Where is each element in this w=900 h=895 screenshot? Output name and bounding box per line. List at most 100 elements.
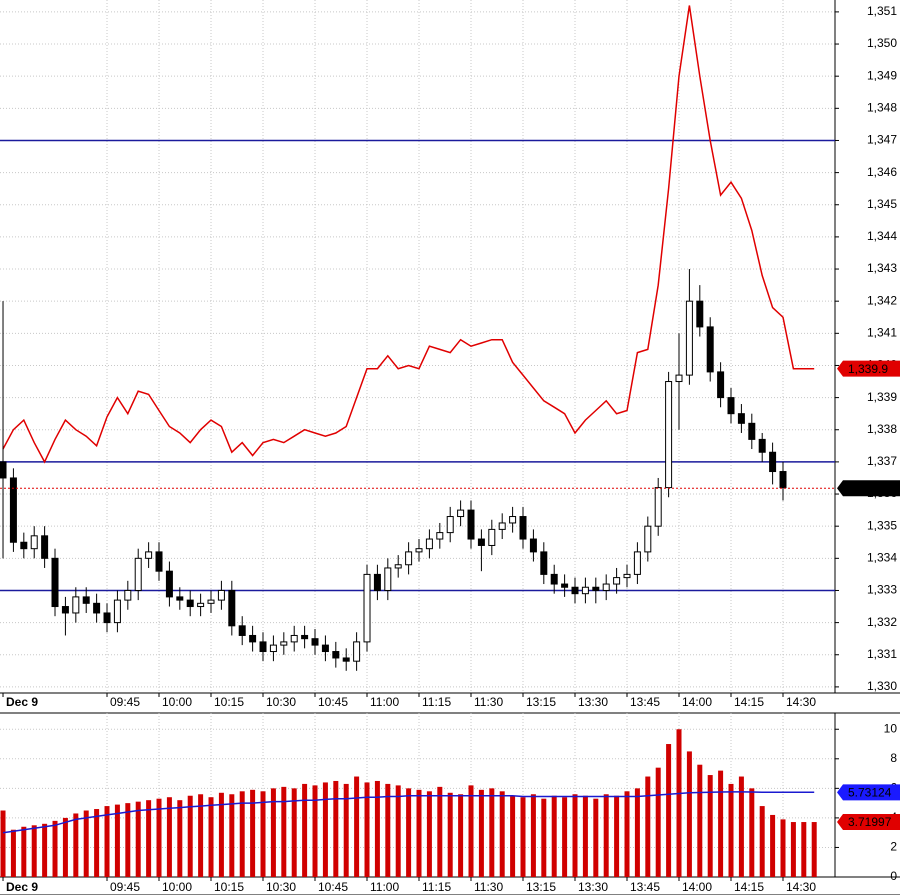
volume-bar [270,788,276,877]
volume-bar [676,729,682,877]
x-tick-label: 10:30 [266,695,296,709]
x-tick-label: 10:15 [214,695,244,709]
candle-body [228,589,236,627]
x-tick-label: 09:45 [110,695,140,709]
candle-body [82,596,90,604]
x-tick-label: 11:15 [422,880,451,894]
volume-bar [312,785,318,877]
volume-bar [31,825,37,877]
volume-bar [333,780,339,877]
candle-body [581,586,589,595]
x-tick-label: 13:45 [630,880,660,894]
volume-bar [156,798,162,877]
candle-body [186,599,194,608]
volume-bar [260,791,266,877]
candle-body [301,634,309,640]
volume-bar [250,789,256,877]
y-tick-label: 1,333 [867,583,897,597]
y-tick-label: 1,348 [867,100,897,114]
candle-body [165,570,173,598]
x-tick-label: 11:30 [474,695,503,709]
candle-body [405,551,413,566]
candle-body [373,573,381,591]
candle-body [779,471,787,489]
candle-body [654,487,662,527]
volume-bar [104,806,110,877]
volume-bar [582,795,588,877]
candle-body [758,438,766,453]
y-tick-label: 1,350 [867,36,897,50]
candle-body [51,557,59,608]
y-tick-label: 1,338 [867,422,897,436]
x-tick-label: Dec 9 [6,695,38,709]
volume-bar [21,826,27,877]
candle-body [717,371,725,399]
x-tick-label: 13:15 [526,695,556,709]
y-tick-label: 1,349 [867,68,897,82]
volume-bar [530,794,536,877]
volume-bar [395,785,401,877]
volume-bar [790,822,796,877]
volume-bar [322,782,328,877]
candle-body [124,589,132,601]
y-tick-label: 1,344 [867,229,897,243]
x-tick-label: 10:45 [318,880,348,894]
candle-body [353,641,361,662]
volume-bar [801,822,807,877]
last-value-label: 1,336.18 [848,481,895,495]
volume-bar [666,744,672,877]
volume-bar [83,810,89,877]
volume-bar [10,829,16,877]
volume-bar [0,810,6,877]
volume-bar [281,786,287,877]
candle-body [509,516,517,524]
candle-body [706,326,714,373]
candle-body [30,535,38,550]
candle-body [249,634,257,643]
volume-bar [291,788,297,877]
volume-bar [146,800,152,877]
last-value-tag [837,360,900,377]
candle-body [488,528,496,546]
candle-body [238,625,246,636]
y-tick-label: 1,345 [867,197,897,211]
y-tick-label: 1,339 [867,390,897,404]
candle-body [103,612,111,624]
candle-body [685,300,693,376]
x-tick-label: 14:15 [734,880,764,894]
y-tick-label: 1,332 [867,615,897,629]
y-tick-label: 1,334 [867,550,897,564]
volume-bar [738,776,744,877]
volume-bar [645,776,651,877]
candle-body [436,532,444,540]
x-tick-label: 11:30 [474,880,503,894]
volume-bar [364,782,370,877]
volume-bar [208,797,214,877]
candle-body [633,551,641,575]
candle-body [321,644,329,653]
volume-bar [426,791,432,877]
candle-body [665,381,673,489]
candle-body [93,602,101,614]
last-value-label: 1,339.9 [848,362,888,376]
y-tick-label: 1,343 [867,261,897,275]
volume-bar [374,780,380,877]
volume-bar [42,823,48,877]
candle-body [280,641,288,646]
volume-bar [135,801,141,877]
candle-body [290,634,298,643]
volume-bar [562,797,568,877]
candle-body [748,422,756,440]
volume-bar [759,806,765,877]
y-tick-label: 2 [890,840,897,854]
last-value-label: 5.73124 [848,785,892,799]
candle-body [145,551,153,559]
x-tick-label: 14:30 [786,695,816,709]
y-tick-label: 1,330 [867,679,897,693]
volume-bar [302,783,308,877]
volume-bar [718,770,724,877]
x-tick-label: 11:00 [370,695,399,709]
candle-body [498,522,506,530]
candle-body [311,638,319,646]
